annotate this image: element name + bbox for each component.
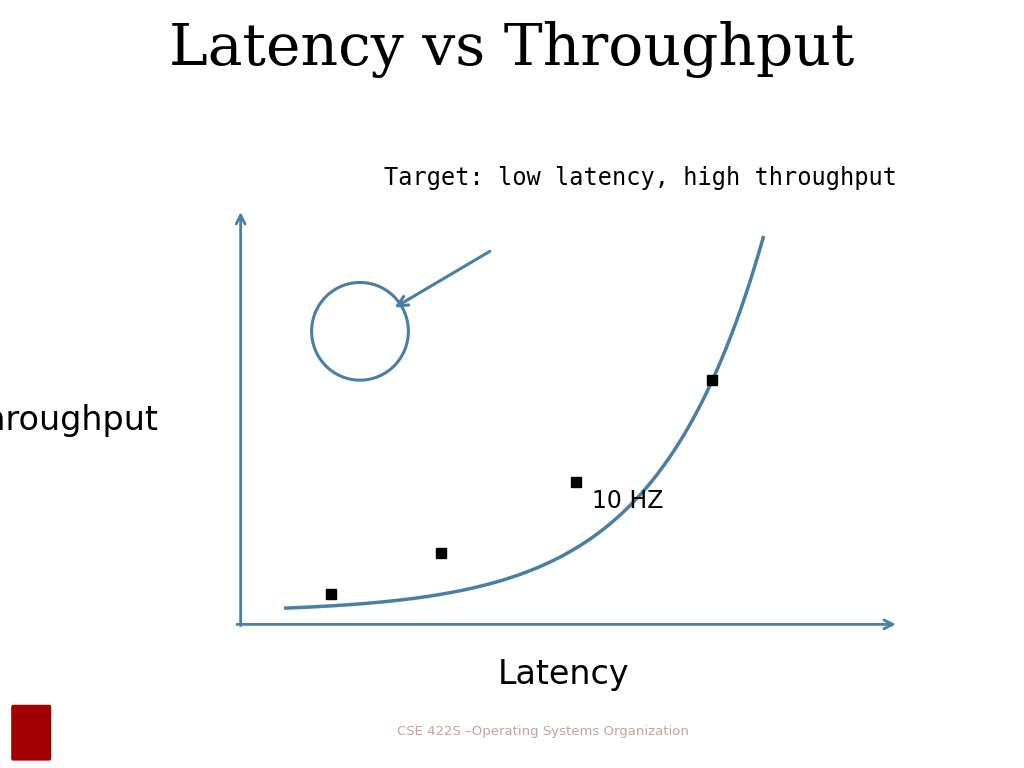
Text: Latency: Latency <box>498 658 629 690</box>
Text: CSE 422S –Operating Systems Organization: CSE 422S –Operating Systems Organization <box>396 725 689 738</box>
Text: Latency vs Throughput: Latency vs Throughput <box>169 22 855 78</box>
FancyBboxPatch shape <box>10 704 52 761</box>
Text: Target: low latency, high throughput: Target: low latency, high throughput <box>384 167 897 190</box>
Text: Washington University in St. Louis: Washington University in St. Louis <box>61 713 346 727</box>
Text: 17: 17 <box>967 717 993 737</box>
Text: 10 HZ: 10 HZ <box>592 489 664 513</box>
Text: Throughput: Throughput <box>0 405 159 437</box>
Text: JAMES MCKELVEY SCHOOL OF ENGINEERING: JAMES MCKELVEY SCHOOL OF ENGINEERING <box>61 746 319 754</box>
